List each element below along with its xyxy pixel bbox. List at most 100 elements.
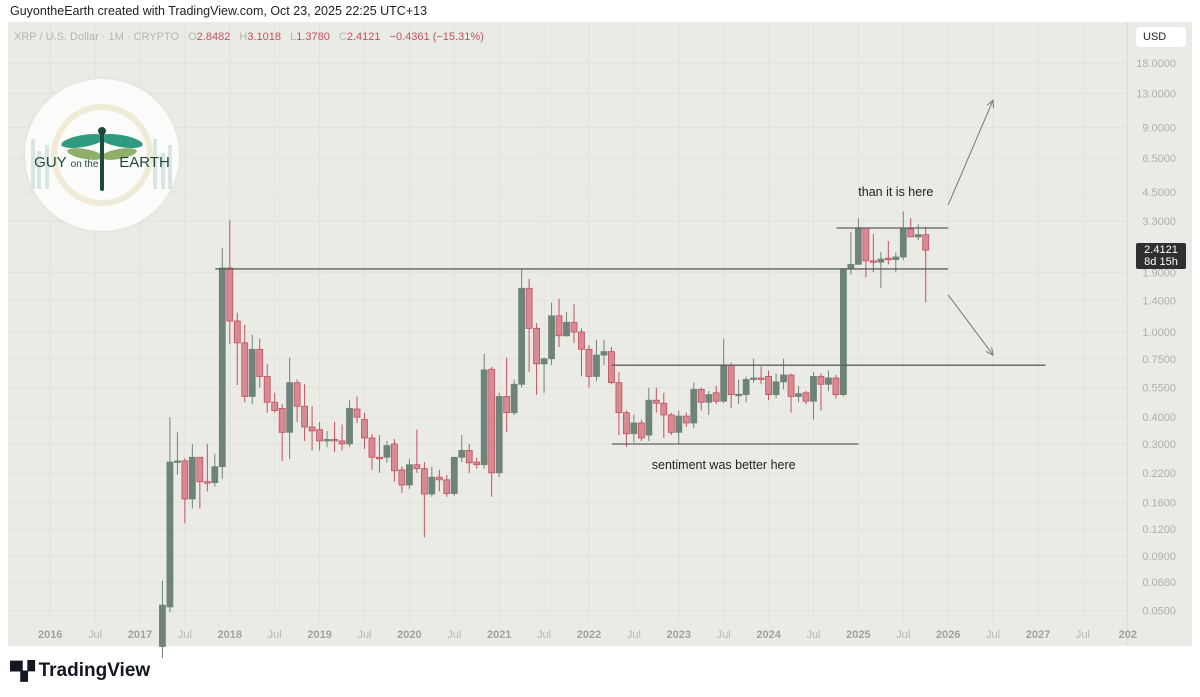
candle-body [173, 460, 181, 463]
symbol-legend: XRP / U.S. Dollar · 1M · CRYPTO O2.8482 … [14, 31, 484, 43]
candle-body [540, 358, 548, 365]
tradingview-logo-icon: ▀▞ [10, 660, 35, 681]
x-tick-label: 2027 [1026, 629, 1050, 641]
candle-body [211, 466, 219, 484]
candle-body [667, 414, 675, 433]
candle-body [712, 392, 720, 402]
candle-body [615, 382, 623, 414]
candle-body [892, 256, 900, 260]
candle-body [869, 260, 877, 263]
y-tick-label: 0.0900 [1142, 551, 1176, 563]
symbol-name: XRP / U.S. Dollar · 1M · CRYPTO [14, 31, 180, 43]
y-tick-label: 3.3000 [1142, 216, 1176, 228]
open-value: 2.8482 [196, 31, 231, 43]
candle-body [308, 426, 316, 432]
y-tick-label: 0.3000 [1142, 439, 1176, 451]
x-tick-label: 2021 [487, 629, 511, 641]
bar-countdown: 8d 15h [1144, 256, 1178, 268]
candle-body [899, 227, 907, 258]
last-price-tag: 2.4121 8d 15h [1136, 243, 1186, 269]
candle-body [697, 388, 705, 403]
dragonfly-icon [31, 104, 172, 206]
close-value: 2.4121 [346, 31, 381, 43]
candle-body [353, 408, 361, 418]
currency-button[interactable]: USD [1136, 27, 1186, 47]
candle-body [817, 376, 825, 385]
candle-body [847, 263, 855, 270]
candle-body [241, 342, 249, 397]
candle-body [420, 468, 428, 495]
candle-body [383, 445, 391, 458]
high-value: 3.1018 [247, 31, 281, 43]
x-tick-label: 2025 [846, 629, 870, 641]
candle-body [398, 469, 406, 486]
candle-body [218, 267, 226, 468]
arrow-head-icon [986, 99, 994, 109]
candle-body [630, 422, 638, 435]
candle-body [331, 439, 338, 442]
x-tick-label: Jul [88, 629, 102, 641]
arrow-line [947, 294, 994, 356]
tradingview-brand[interactable]: ▀▞ TradingView [10, 660, 150, 682]
candle-body [413, 464, 421, 470]
candle-body [390, 443, 398, 472]
candle-body [278, 407, 286, 433]
candle-body [623, 412, 630, 435]
candle-body [503, 396, 511, 414]
candle-body [772, 381, 780, 396]
candle-body [705, 394, 713, 403]
candle-body [226, 267, 234, 322]
candle-body [563, 321, 570, 337]
x-tick-label: Jul [178, 629, 192, 641]
candle-body [271, 401, 279, 411]
y-tick-label: 0.2200 [1142, 468, 1176, 480]
candle-body [765, 376, 772, 396]
candle-body [727, 364, 735, 396]
y-tick-label: 0.0500 [1142, 606, 1176, 618]
x-tick-label: Jul [986, 629, 1000, 641]
candle-body [323, 439, 331, 442]
candle-body [248, 348, 256, 397]
candle-body [458, 449, 466, 458]
x-tick-label: Jul [268, 629, 282, 641]
candle-body [922, 234, 930, 251]
candle-body [181, 460, 189, 500]
candle-body [570, 321, 578, 333]
candle-body [787, 374, 795, 397]
candle-body [376, 456, 383, 460]
candle-body [533, 327, 540, 365]
x-tick-label: 2022 [577, 629, 601, 641]
candle-body [884, 257, 892, 261]
candle-body [361, 419, 368, 439]
candle-body [428, 476, 436, 495]
candle-body [435, 476, 443, 481]
candle-body [690, 388, 698, 424]
candle-body [735, 393, 743, 397]
candle-body [682, 415, 690, 424]
x-tick-label: Jul [447, 629, 461, 641]
last-price: 2.4121 [1144, 244, 1178, 256]
x-tick-label: 2024 [756, 629, 781, 641]
annotation-text: than it is here [858, 185, 934, 200]
candle-body [660, 402, 668, 416]
candle-body [368, 437, 376, 458]
candle-body [652, 399, 660, 404]
candle-body [795, 393, 802, 397]
candle-body [346, 407, 353, 445]
candle-body [877, 258, 885, 263]
chart-area[interactable] [8, 22, 1192, 646]
y-tick-label: 9.0000 [1142, 123, 1176, 135]
candle-body [233, 320, 241, 344]
candle-body [525, 287, 533, 329]
candle-body [914, 234, 922, 238]
x-tick-label: Jul [806, 629, 820, 641]
y-tick-label: 0.7500 [1142, 354, 1176, 366]
candle-body [443, 479, 451, 494]
candle-body [196, 456, 204, 483]
candle-body [510, 383, 518, 414]
change-value: −0.4361 (−15.31%) [389, 31, 484, 43]
tradingview-wordmark: TradingView [38, 660, 151, 681]
x-tick-label: 2026 [936, 629, 960, 641]
guy-on-the-earth-logo: GUY on the EARTH [25, 79, 179, 231]
candle-body [802, 392, 810, 402]
